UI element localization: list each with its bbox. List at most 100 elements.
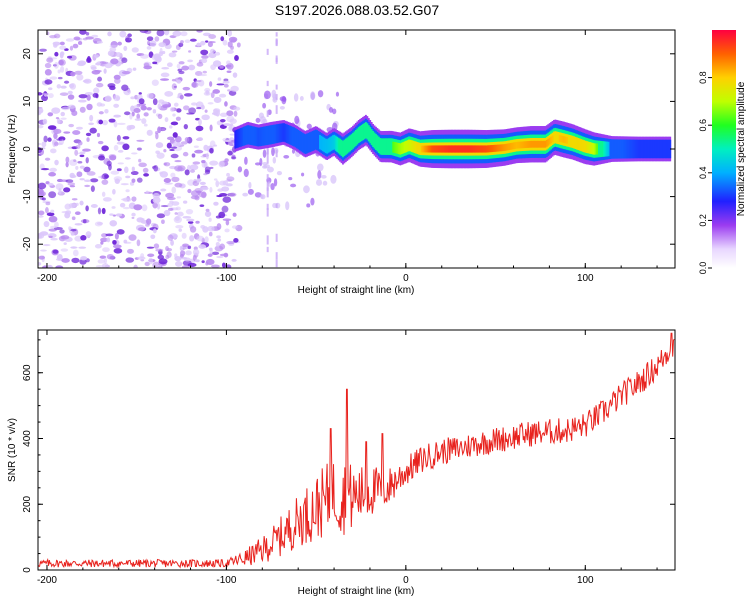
noise-blob xyxy=(63,242,67,245)
noise-blob xyxy=(133,105,140,110)
ridge-cell xyxy=(264,126,267,146)
noise-blob xyxy=(152,98,158,106)
noise-blob xyxy=(48,93,54,99)
noise-blob xyxy=(204,211,212,218)
noise-blob xyxy=(186,218,195,222)
noise-blob xyxy=(285,201,290,211)
noise-blob xyxy=(71,216,76,221)
noise-blob xyxy=(138,158,142,163)
ridge-cell xyxy=(494,144,497,152)
noise-blob xyxy=(254,192,262,198)
noise-blob xyxy=(124,157,131,160)
ridge-cell xyxy=(370,129,373,146)
noise-blob xyxy=(74,70,83,75)
noise-blob xyxy=(208,231,213,237)
ridge-cell xyxy=(373,132,376,149)
noise-blob xyxy=(155,142,164,149)
ridge-cell xyxy=(505,143,508,151)
noise-blob xyxy=(157,265,162,268)
ridge-cell xyxy=(287,125,290,144)
noise-blob xyxy=(112,188,116,195)
noise-blob xyxy=(85,31,90,36)
ridge-cell xyxy=(639,139,642,159)
ridge-cell xyxy=(428,145,431,153)
ridge-cell xyxy=(534,140,537,148)
ridge-cell xyxy=(263,126,265,146)
noise-blob xyxy=(103,174,110,179)
noise-blob xyxy=(42,118,48,125)
ridge-cell xyxy=(238,128,241,148)
noise-blob xyxy=(53,132,58,140)
noise-blob xyxy=(61,106,70,111)
noise-blob xyxy=(196,107,203,110)
noise-blob xyxy=(218,211,226,219)
noise-blob xyxy=(211,251,220,256)
noise-blob xyxy=(40,168,50,171)
ridge-cell xyxy=(352,132,354,149)
noise-blob xyxy=(215,241,220,247)
ridge-cell xyxy=(607,141,610,157)
ridge-cell xyxy=(344,138,347,155)
noise-blob xyxy=(69,174,77,178)
noise-blob xyxy=(113,103,120,108)
noise-blob xyxy=(171,50,178,53)
ridge-cell xyxy=(353,131,356,148)
noise-blob xyxy=(243,168,249,178)
noise-blob xyxy=(106,237,111,243)
ridge-cell xyxy=(553,131,555,144)
noise-streak xyxy=(266,182,269,191)
noise-blob xyxy=(82,148,91,152)
noise-blob xyxy=(95,82,104,88)
noise-blob xyxy=(215,180,220,188)
noise-blob xyxy=(213,108,221,113)
ridge-cell xyxy=(276,124,278,144)
ridge-cell xyxy=(426,145,429,153)
ridge-cell xyxy=(667,139,670,159)
noise-blob xyxy=(55,183,64,191)
noise-blob xyxy=(65,161,69,168)
noise-blob xyxy=(233,106,241,111)
ridge-cell xyxy=(634,139,637,159)
noise-blob xyxy=(217,188,224,192)
noise-blob xyxy=(44,94,48,97)
noise-blob xyxy=(48,235,53,239)
noise-blob xyxy=(110,58,119,65)
noise-blob xyxy=(98,111,104,115)
ridge-cell xyxy=(270,125,273,145)
noise-blob xyxy=(75,165,79,171)
noise-blob xyxy=(45,207,49,214)
noise-blob xyxy=(141,105,147,111)
noise-blob xyxy=(57,76,63,80)
noise-blob xyxy=(122,143,130,151)
noise-blob xyxy=(228,192,237,197)
ridge-cell xyxy=(433,145,436,153)
noise-blob xyxy=(125,37,133,43)
ridge-cell xyxy=(412,140,415,153)
noise-blob xyxy=(146,45,152,50)
snr-series-line xyxy=(38,332,675,569)
noise-blob xyxy=(201,191,207,199)
ridge-cell xyxy=(610,139,613,159)
noise-blob xyxy=(109,85,116,91)
noise-blob xyxy=(70,246,77,249)
noise-blob xyxy=(187,245,192,250)
noise-blob xyxy=(85,231,92,238)
x-tick-label: 100 xyxy=(577,575,594,586)
noise-blob xyxy=(163,30,170,36)
ridge-cell xyxy=(495,144,498,152)
noise-blob xyxy=(105,233,114,237)
ridge-cell xyxy=(537,140,540,148)
noise-blob xyxy=(262,149,267,158)
noise-blob xyxy=(185,250,192,256)
noise-blob xyxy=(90,185,95,193)
noise-blob xyxy=(184,39,191,43)
noise-blob xyxy=(160,78,170,81)
noise-blob xyxy=(161,219,165,225)
noise-blob xyxy=(79,151,86,154)
ridge-cell xyxy=(543,140,545,148)
ridge-cell xyxy=(666,139,669,159)
noise-blob xyxy=(51,107,61,114)
noise-blob xyxy=(202,226,209,233)
noise-blob xyxy=(56,138,63,141)
ridge-cell xyxy=(419,142,422,156)
